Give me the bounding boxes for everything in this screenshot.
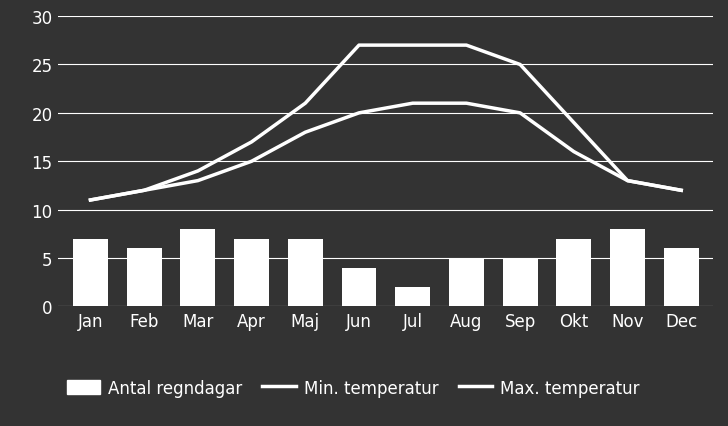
Bar (288, 239, 323, 307)
Bar (341, 268, 376, 307)
Bar (610, 230, 645, 307)
Bar (395, 288, 430, 307)
Bar (234, 239, 269, 307)
Bar (502, 259, 537, 307)
Bar (127, 249, 162, 307)
Legend: Antal regndagar, Min. temperatur, Max. temperatur: Antal regndagar, Min. temperatur, Max. t… (66, 379, 640, 397)
Bar (664, 249, 699, 307)
Bar (181, 230, 215, 307)
Bar (449, 259, 484, 307)
Bar (556, 239, 591, 307)
Bar (73, 239, 108, 307)
